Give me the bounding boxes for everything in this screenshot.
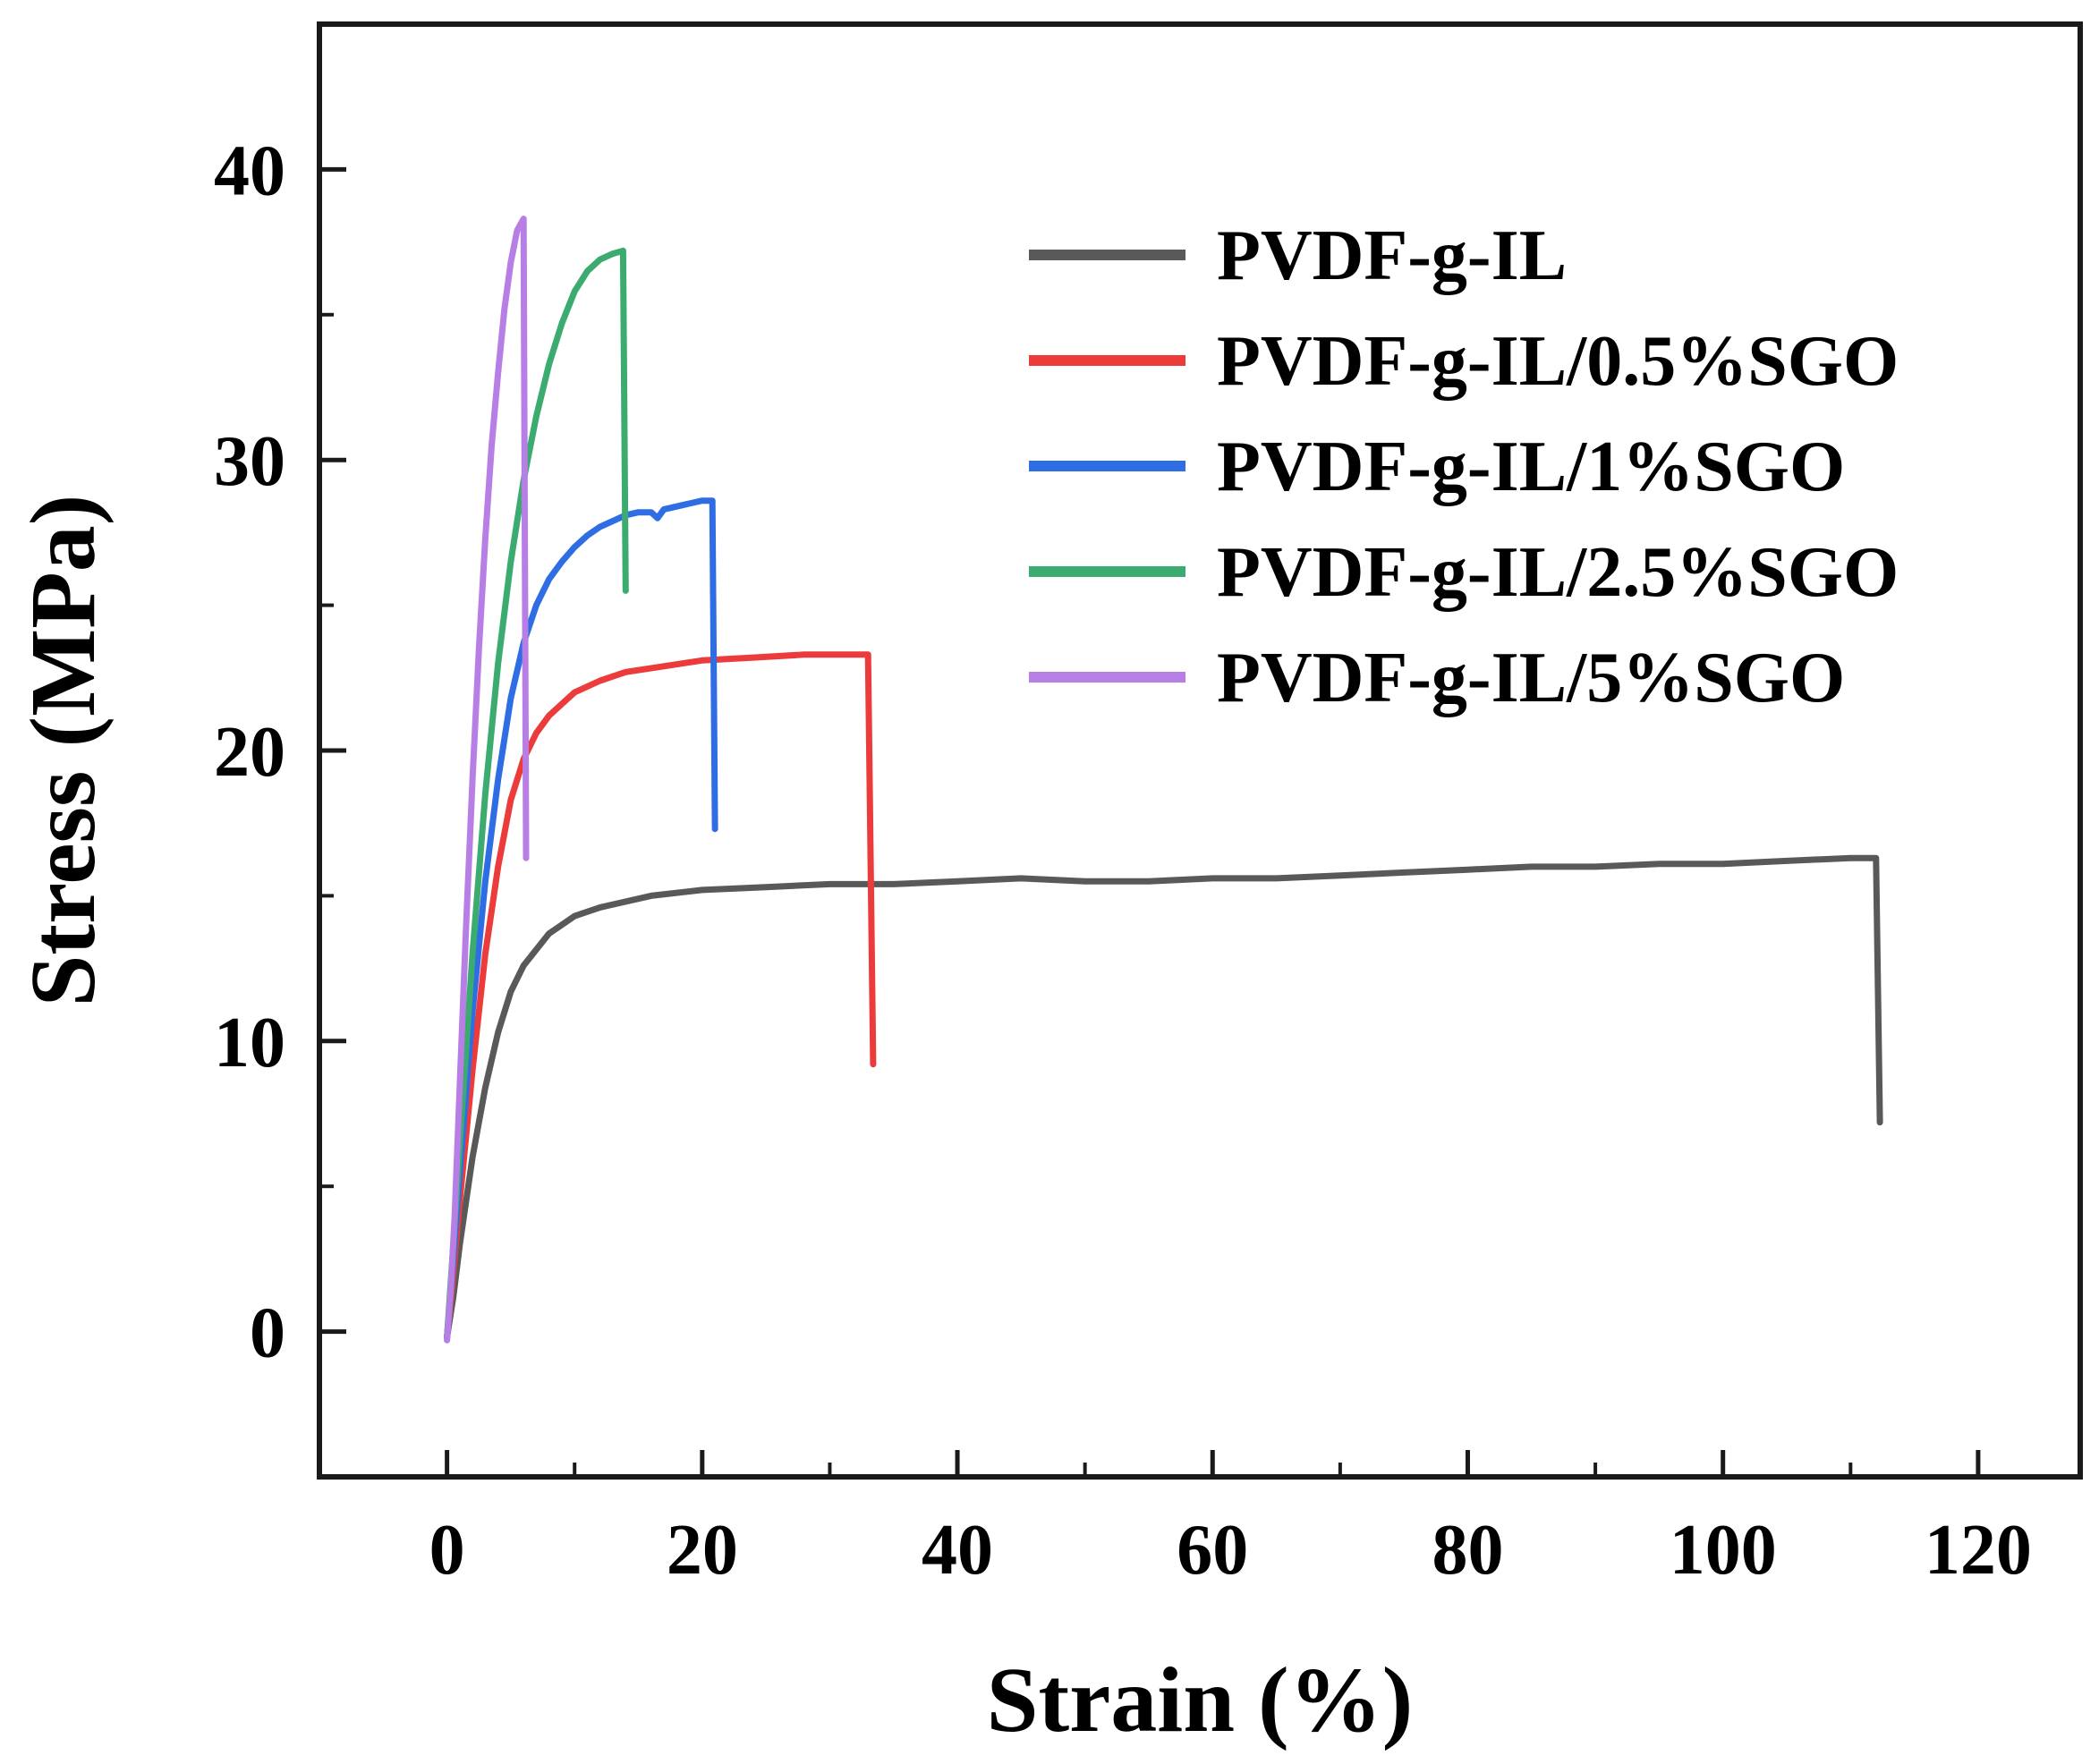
series-line-0 — [444, 854, 1883, 1341]
series-line-3 — [444, 247, 629, 1341]
y-axis-label: Stress (MPa) — [12, 495, 115, 1007]
series-line-4 — [444, 216, 530, 1344]
series-line-2 — [444, 497, 718, 1341]
legend-label-4: PVDF-g-IL/5%SGO — [1217, 639, 1845, 717]
svg-text:80: 80 — [1432, 1511, 1503, 1590]
series-line-1 — [444, 651, 877, 1341]
svg-text:120: 120 — [1925, 1511, 2032, 1590]
svg-text:0: 0 — [429, 1511, 465, 1590]
x-tick-labels: 0 20 40 60 80 100 120 — [429, 1511, 2032, 1590]
svg-text:40: 40 — [214, 131, 285, 210]
legend-label-0: PVDF-g-IL — [1217, 216, 1567, 295]
svg-text:20: 20 — [667, 1511, 738, 1590]
svg-text:0: 0 — [250, 1294, 285, 1373]
svg-text:20: 20 — [214, 713, 285, 792]
svg-text:40: 40 — [922, 1511, 993, 1590]
svg-text:10: 10 — [214, 1004, 285, 1082]
legend-label-3: PVDF-g-IL/2.5%SGO — [1217, 533, 1899, 612]
legend-label-1: PVDF-g-IL/0.5%SGO — [1217, 322, 1899, 401]
svg-text:30: 30 — [214, 422, 285, 501]
series-lines — [444, 216, 1883, 1344]
svg-text:100: 100 — [1670, 1511, 1777, 1590]
legend-label-2: PVDF-g-IL/1%SGO — [1217, 428, 1845, 506]
y-tick-labels: 0 10 20 30 40 — [214, 131, 285, 1372]
legend: PVDF-g-IL PVDF-g-IL/0.5%SGO PVDF-g-IL/1%SG… — [1029, 216, 1899, 717]
x-axis-label: Strain (%) — [987, 1649, 1414, 1751]
svg-text:60: 60 — [1177, 1511, 1248, 1590]
plot-frame — [317, 21, 2083, 1480]
